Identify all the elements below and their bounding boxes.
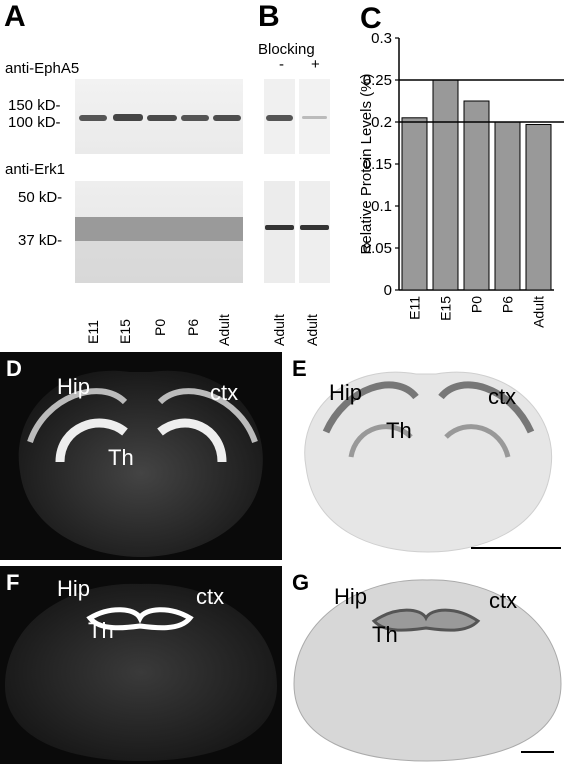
panel-f-image: F Hip ctx Th	[0, 566, 282, 764]
blot-erk1-panel-a	[75, 181, 243, 283]
antibody-erk1-label: anti-Erk1	[5, 161, 66, 178]
marker-150-label: 150 kD-	[8, 97, 61, 114]
panel-d-image: D Hip ctx Th	[0, 352, 282, 560]
bar-p6	[494, 121, 521, 291]
panel-letter-b: B	[258, 0, 280, 33]
blot-epha5-panel-a	[75, 79, 243, 154]
blot-b-lane-plus-bottom	[299, 181, 330, 283]
panel-e-image: E Hip ctx Th	[286, 352, 569, 560]
label-th-d: Th	[108, 445, 134, 470]
panel-letter-d: D	[6, 356, 22, 381]
panel-g-image: G Hip ctx Th	[286, 566, 569, 764]
y-tick-label: 0.3	[371, 30, 392, 47]
bar-e15	[432, 79, 459, 291]
panel-letter-a: A	[4, 0, 26, 33]
x-tick-label: Adult	[531, 296, 547, 328]
label-th-e: Th	[386, 418, 412, 443]
y-tick-label: 0.15	[363, 156, 392, 173]
antibody-epha5-label: anti-EphA5	[5, 60, 80, 77]
label-ctx-g: ctx	[489, 588, 518, 613]
x-tick-label: P0	[469, 296, 485, 313]
y-tick-label: 0.05	[363, 240, 392, 257]
lane-label-a-e11: E11	[85, 320, 101, 344]
bar-p0	[463, 100, 490, 291]
label-th-g: Th	[372, 622, 398, 647]
blocking-minus: -	[279, 56, 284, 73]
marker-100-label: 100 kD-	[8, 114, 61, 131]
label-hip-e: Hip	[329, 380, 363, 405]
blocking-plus: +	[311, 56, 320, 73]
label-hip-d: Hip	[57, 374, 91, 399]
bar-adult	[525, 124, 552, 291]
y-tick-label: 0	[384, 282, 392, 299]
panel-letter-g: G	[292, 570, 310, 595]
y-tick-label: 0.25	[363, 72, 392, 89]
blocking-label: Blocking	[258, 41, 315, 58]
bar-e11	[401, 117, 428, 291]
y-axis-label: Relative Protein Levels (%)	[359, 74, 375, 255]
marker-37-label: 37 kD-	[18, 232, 63, 249]
lane-label-a-e15: E15	[117, 319, 133, 344]
label-ctx-d: ctx	[210, 380, 239, 405]
label-ctx-f: ctx	[196, 584, 225, 609]
label-hip-g: Hip	[334, 584, 368, 609]
lane-label-b-adult-1: Adult	[271, 314, 287, 346]
bar-chart: 0 0.05 0.1 0.15 0.2 0.25 0.3 E11 E15 P0 P6 Adult Rel…	[359, 30, 564, 328]
y-tick-label: 0.2	[371, 114, 392, 131]
label-ctx-e: ctx	[488, 384, 517, 409]
panel-letter-f: F	[6, 570, 20, 595]
lane-label-a-p6: P6	[185, 318, 201, 336]
panel-letter-e: E	[292, 356, 307, 381]
marker-50-label: 50 kD-	[18, 189, 63, 206]
x-tick-label: E15	[438, 296, 454, 321]
lane-label-b-adult-2: Adult	[304, 314, 320, 346]
blot-b-lane-plus-top	[299, 79, 330, 154]
panel-letter-c: C	[360, 2, 382, 35]
lane-label-a-adult: Adult	[216, 314, 232, 346]
blot-b-lane-minus-bottom	[264, 181, 295, 283]
blot-b-lane-minus-top	[264, 79, 295, 154]
y-tick-label: 0.1	[371, 198, 392, 215]
x-tick-label: P6	[500, 296, 516, 313]
label-hip-f: Hip	[57, 576, 91, 601]
x-tick-label: E11	[407, 296, 423, 320]
label-th-f: Th	[88, 618, 114, 643]
lane-label-a-p0: P0	[152, 318, 168, 336]
